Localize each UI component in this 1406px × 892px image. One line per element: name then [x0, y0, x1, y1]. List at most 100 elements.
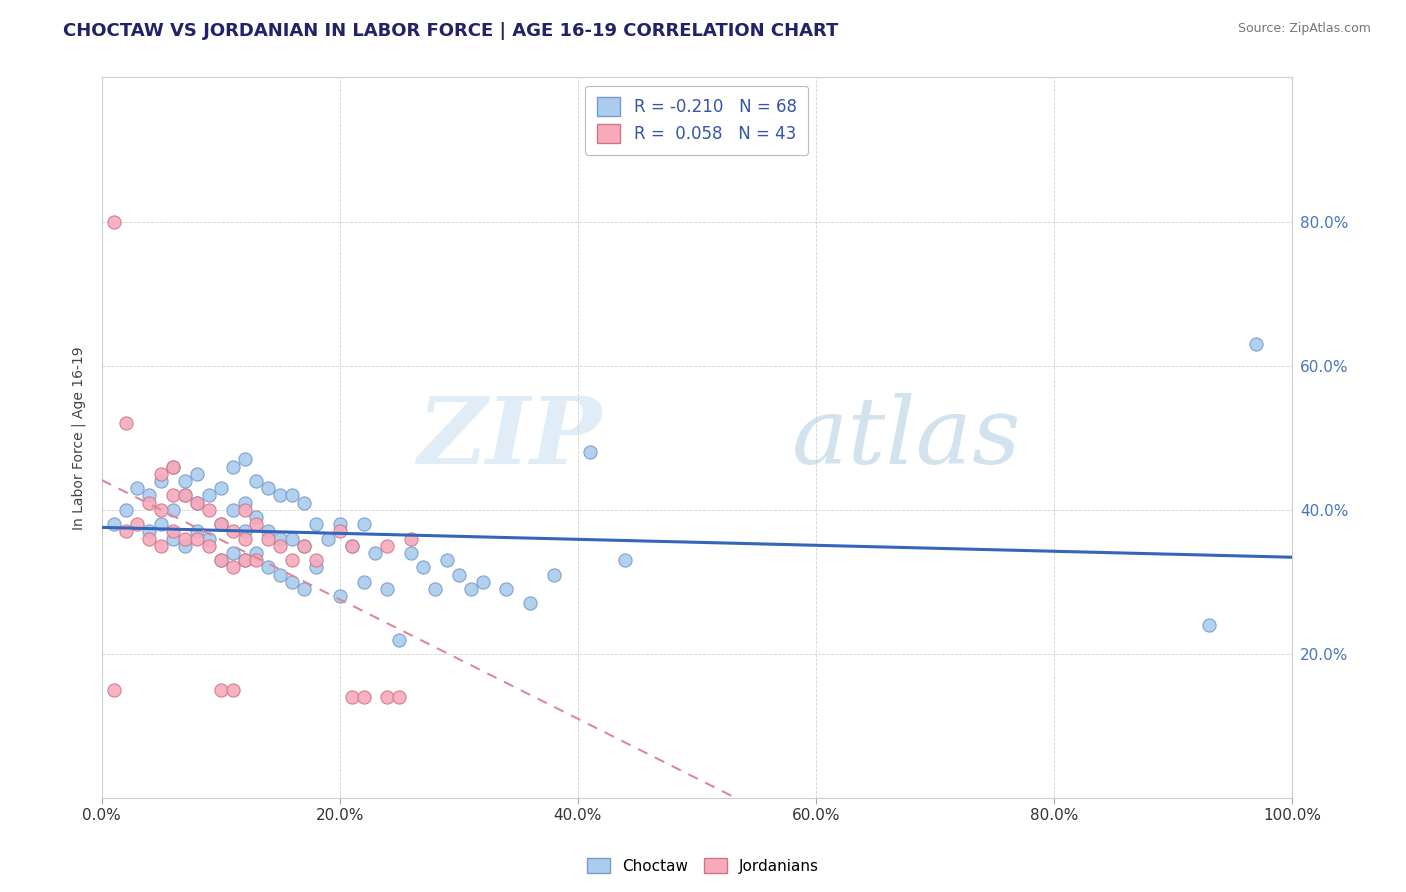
Point: [233, 553, 256, 567]
Point: [103, 214, 125, 228]
Legend: R = -0.210   N = 68, R =  0.058   N = 43: R = -0.210 N = 68, R = 0.058 N = 43: [585, 86, 808, 155]
Point: [209, 481, 232, 495]
Point: [412, 560, 434, 574]
Point: [174, 539, 197, 553]
Point: [292, 582, 315, 596]
Point: [233, 495, 256, 509]
Point: [329, 517, 352, 532]
Point: [269, 567, 291, 582]
Point: [257, 532, 280, 546]
Point: [353, 517, 375, 532]
Point: [245, 517, 267, 532]
Point: [519, 597, 541, 611]
Point: [221, 524, 243, 539]
Point: [292, 539, 315, 553]
Point: [150, 474, 173, 488]
Point: [329, 524, 352, 539]
Point: [399, 546, 422, 560]
Point: [233, 452, 256, 467]
Point: [233, 524, 256, 539]
Legend: Choctaw, Jordanians: Choctaw, Jordanians: [581, 852, 825, 880]
Point: [340, 690, 363, 705]
Point: [209, 517, 232, 532]
Point: [364, 546, 387, 560]
Point: [245, 553, 267, 567]
Point: [209, 683, 232, 698]
Point: [388, 632, 411, 647]
Point: [1198, 618, 1220, 632]
Point: [245, 474, 267, 488]
Point: [340, 539, 363, 553]
Point: [281, 532, 304, 546]
Point: [186, 495, 208, 509]
Point: [245, 546, 267, 560]
Point: [198, 532, 221, 546]
Point: [103, 517, 125, 532]
Point: [460, 582, 482, 596]
Point: [174, 474, 197, 488]
Point: [447, 567, 470, 582]
Point: [353, 574, 375, 589]
Point: [305, 517, 328, 532]
Point: [245, 510, 267, 524]
Point: [257, 481, 280, 495]
Point: [198, 539, 221, 553]
Point: [578, 445, 600, 459]
Point: [174, 488, 197, 502]
Point: [281, 488, 304, 502]
Point: [174, 532, 197, 546]
Point: [1246, 337, 1268, 351]
Point: [138, 488, 160, 502]
Point: [388, 690, 411, 705]
Point: [305, 553, 328, 567]
Point: [340, 539, 363, 553]
Point: [221, 459, 243, 474]
Text: Source: ZipAtlas.com: Source: ZipAtlas.com: [1237, 22, 1371, 36]
Point: [281, 574, 304, 589]
Point: [162, 488, 184, 502]
Point: [233, 503, 256, 517]
Point: [114, 524, 136, 539]
Point: [150, 539, 173, 553]
Point: [162, 459, 184, 474]
Text: atlas: atlas: [792, 392, 1022, 483]
Point: [150, 503, 173, 517]
Point: [127, 481, 149, 495]
Point: [614, 553, 637, 567]
Point: [269, 532, 291, 546]
Point: [114, 417, 136, 431]
Point: [353, 690, 375, 705]
Point: [436, 553, 458, 567]
Point: [198, 488, 221, 502]
Point: [269, 488, 291, 502]
Point: [162, 532, 184, 546]
Point: [221, 683, 243, 698]
Text: CHOCTAW VS JORDANIAN IN LABOR FORCE | AGE 16-19 CORRELATION CHART: CHOCTAW VS JORDANIAN IN LABOR FORCE | AG…: [63, 22, 838, 40]
Point: [221, 503, 243, 517]
Point: [209, 517, 232, 532]
Point: [423, 582, 446, 596]
Point: [198, 503, 221, 517]
Point: [209, 553, 232, 567]
Point: [495, 582, 517, 596]
Point: [174, 488, 197, 502]
Point: [305, 560, 328, 574]
Point: [162, 503, 184, 517]
Point: [114, 503, 136, 517]
Point: [233, 553, 256, 567]
Point: [209, 553, 232, 567]
Point: [186, 467, 208, 481]
Point: [377, 582, 399, 596]
Y-axis label: In Labor Force | Age 16-19: In Labor Force | Age 16-19: [72, 346, 86, 530]
Point: [233, 532, 256, 546]
Point: [221, 560, 243, 574]
Point: [543, 567, 565, 582]
Point: [186, 495, 208, 509]
Point: [138, 495, 160, 509]
Point: [292, 539, 315, 553]
Point: [257, 560, 280, 574]
Point: [103, 683, 125, 698]
Point: [257, 524, 280, 539]
Point: [292, 495, 315, 509]
Point: [399, 532, 422, 546]
